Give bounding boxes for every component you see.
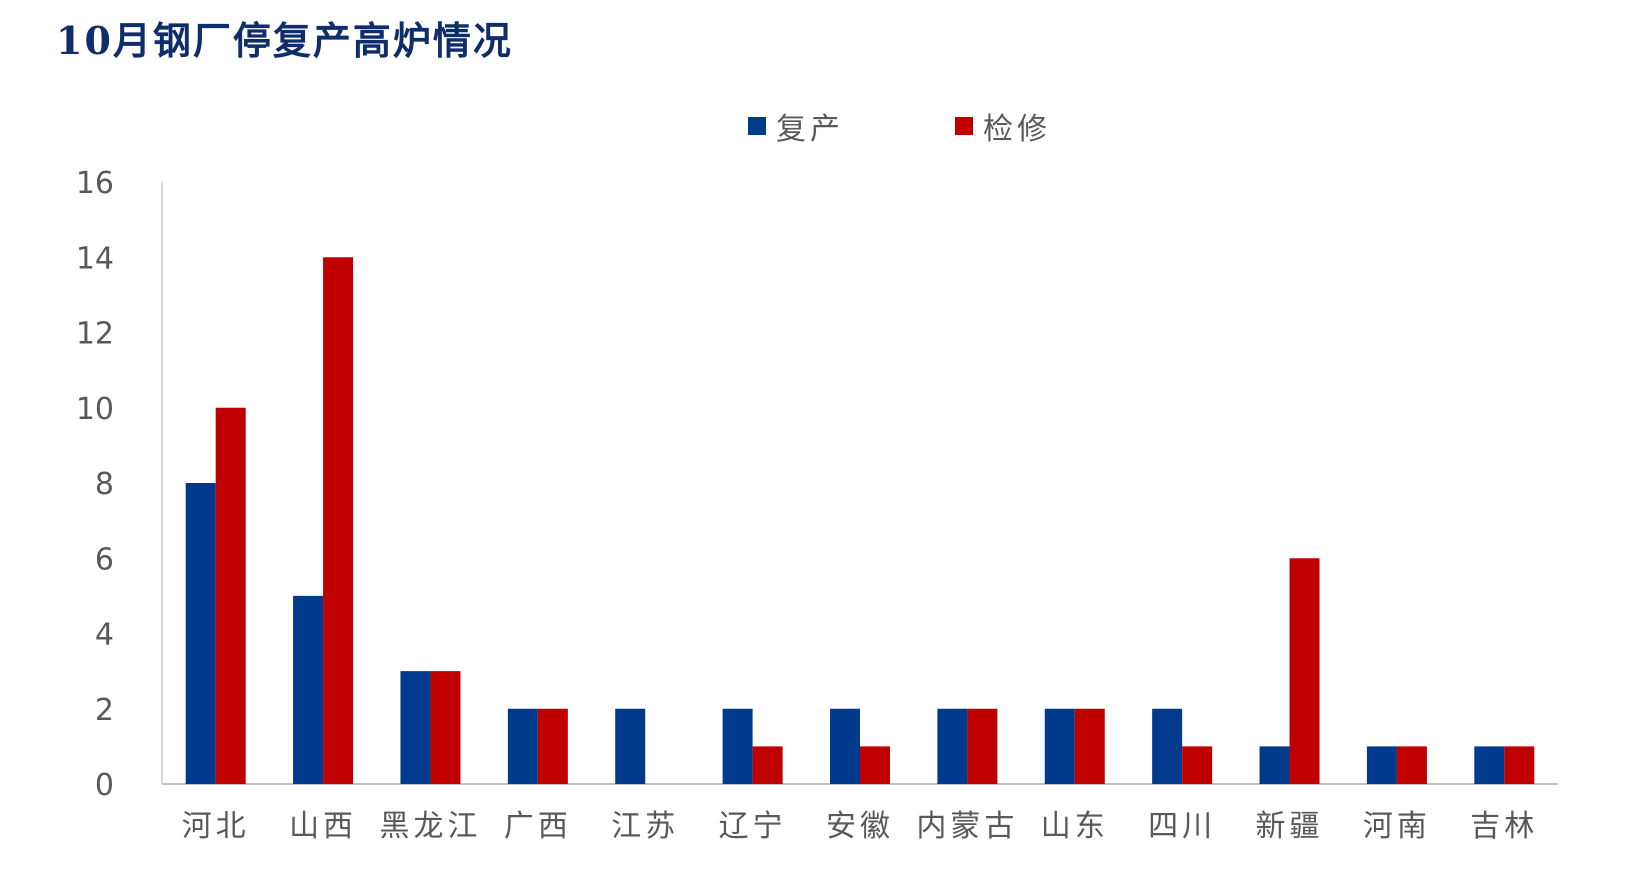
y-tick-label-14: 14 — [76, 241, 114, 276]
x-category-label-9: 四川 — [1148, 809, 1216, 844]
bars — [185, 257, 1535, 784]
x-category-label-8: 山东 — [1041, 809, 1109, 844]
x-category-label-11: 河南 — [1363, 809, 1431, 844]
bar-jianxiu-12 — [1504, 746, 1535, 784]
bar-fuchan-9 — [1152, 708, 1183, 784]
y-tick-label-6: 6 — [95, 542, 114, 577]
legend: 复产 检修 — [0, 104, 1631, 147]
bar-fuchan-7 — [937, 708, 968, 784]
y-tick-label-0: 0 — [95, 768, 114, 803]
bar-jianxiu-2 — [430, 671, 461, 784]
x-category-label-5: 辽宁 — [719, 809, 787, 844]
y-tick-label-16: 16 — [76, 166, 114, 201]
bar-jianxiu-5 — [752, 746, 783, 784]
page-title: 10月钢厂停复产高炉情况 — [56, 18, 513, 63]
bar-fuchan-6 — [830, 708, 860, 784]
bar-jianxiu-9 — [1182, 746, 1213, 784]
bar-jianxiu-0 — [215, 407, 246, 784]
bar-fuchan-0 — [185, 483, 216, 784]
bar-jianxiu-1 — [323, 257, 354, 784]
x-category-label-7: 内蒙古 — [916, 809, 1018, 844]
x-category-label-10: 新疆 — [1256, 809, 1324, 844]
bar-fuchan-11 — [1366, 746, 1397, 784]
bar-jianxiu-7 — [967, 708, 998, 784]
bar-fuchan-5 — [722, 708, 753, 784]
x-category-label-6: 安徽 — [826, 809, 894, 844]
x-category-label-0: 河北 — [182, 809, 250, 844]
bar-fuchan-2 — [400, 671, 431, 784]
x-category-label-3: 广西 — [504, 809, 572, 844]
bar-fuchan-10 — [1259, 746, 1290, 784]
y-tick-label-12: 12 — [76, 317, 114, 352]
x-category-label-2: 黑龙江 — [379, 809, 481, 844]
legend-swatch-series-1 — [955, 117, 973, 135]
legend-swatch-series-0 — [748, 117, 766, 135]
category-labels: 河北 山西 黑龙江 广西 江苏 辽宁 安徽 内蒙古 山东 四川 新疆 河南 吉林 — [182, 809, 1538, 844]
bar-jianxiu-3 — [537, 708, 568, 784]
legend-label-series-0: 复产 — [776, 112, 844, 147]
y-tick-label-4: 4 — [95, 618, 114, 653]
legend-label-series-1: 检修 — [983, 112, 1051, 147]
y-tick-label-2: 2 — [95, 693, 114, 728]
bar-fuchan-12 — [1474, 746, 1505, 784]
x-category-label-4: 江苏 — [611, 809, 679, 844]
legend-item-series-0: 复产 — [748, 104, 844, 148]
x-category-label-1: 山西 — [289, 809, 357, 844]
bar-jianxiu-6 — [860, 746, 890, 784]
y-tick-label-8: 8 — [95, 467, 114, 502]
bar-fuchan-1 — [293, 595, 324, 784]
y-tick-label-10: 10 — [76, 392, 114, 427]
y-tick-labels: 0 2 4 6 8 10 12 14 16 — [76, 166, 114, 803]
legend-item-series-1: 检修 — [955, 104, 1051, 148]
bar-jianxiu-10 — [1289, 558, 1320, 784]
x-category-label-12: 吉林 — [1470, 809, 1538, 844]
bar-fuchan-4 — [615, 708, 646, 784]
bar-jianxiu-11 — [1396, 746, 1427, 784]
bar-jianxiu-8 — [1074, 708, 1105, 784]
bar-fuchan-8 — [1044, 708, 1075, 784]
bar-fuchan-3 — [507, 708, 538, 784]
